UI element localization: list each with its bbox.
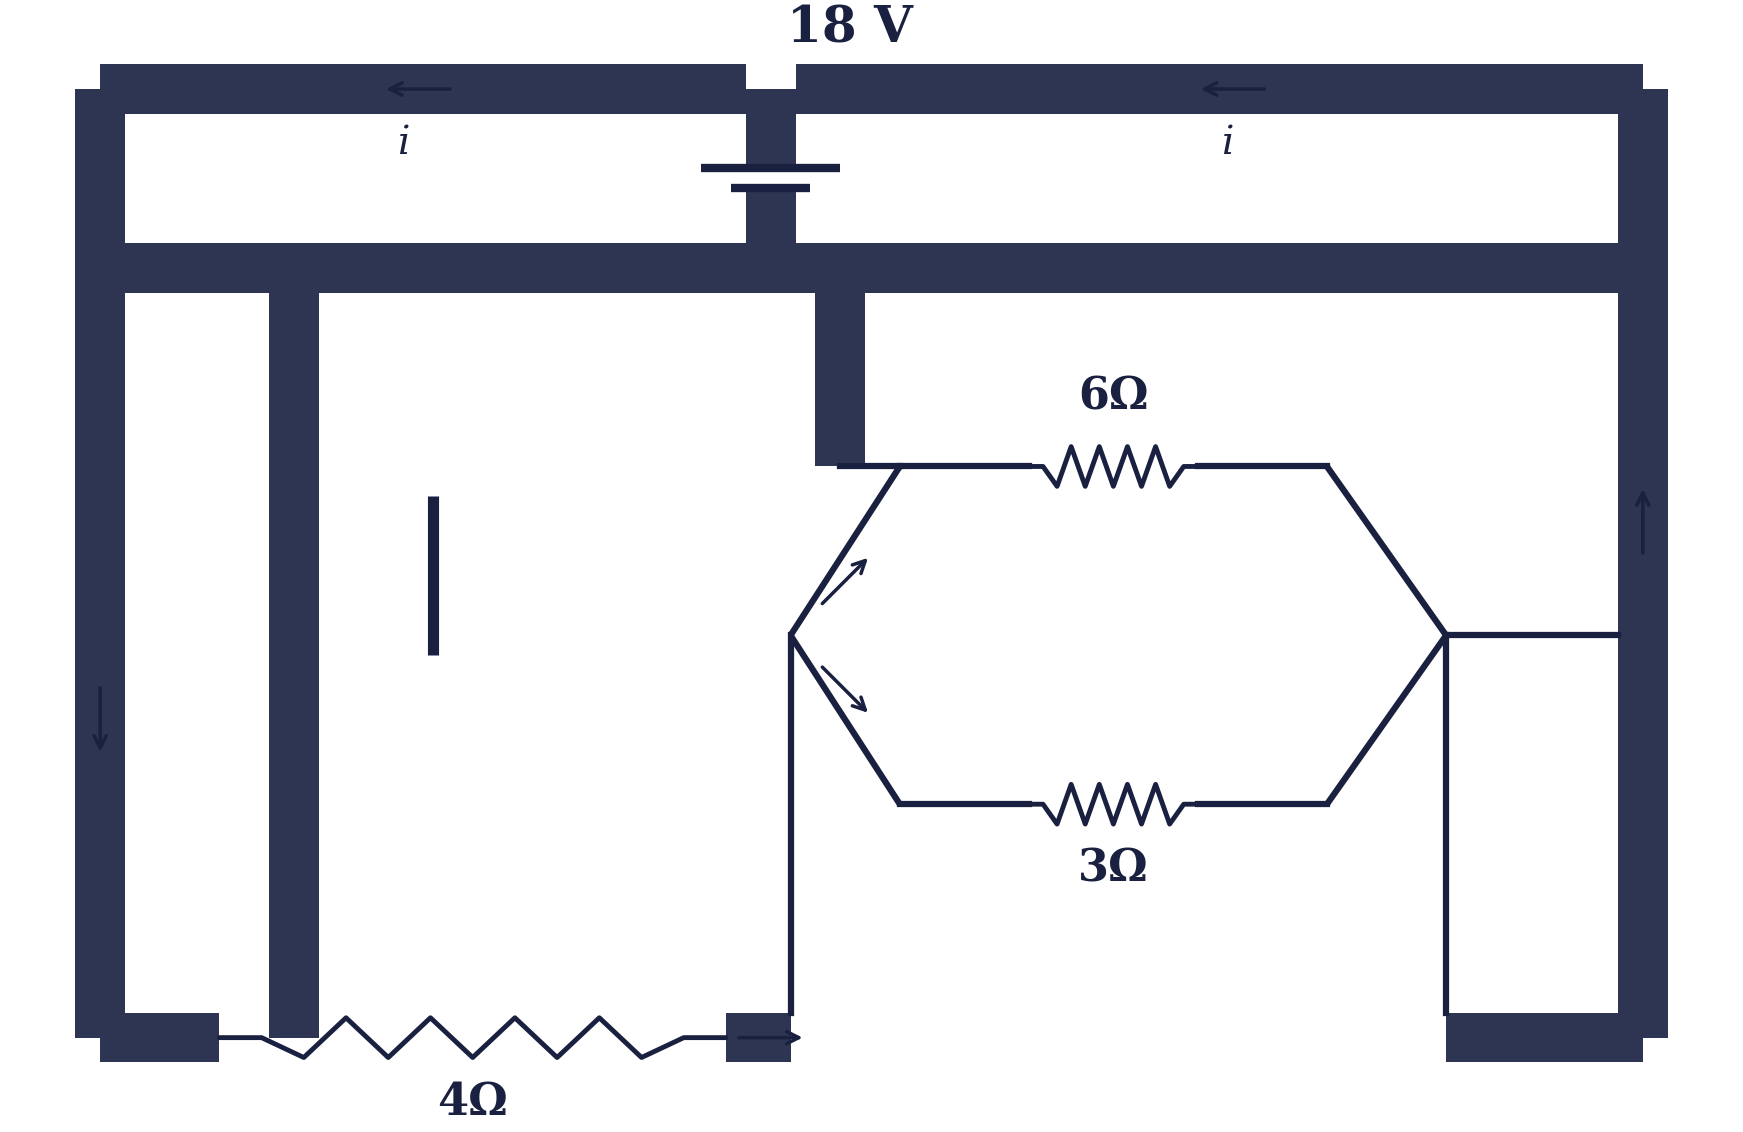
Text: i: i: [397, 126, 410, 162]
Bar: [746, 243, 840, 293]
Bar: [727, 1013, 791, 1063]
Text: i: i: [1222, 126, 1234, 162]
Text: 4Ω: 4Ω: [437, 1081, 507, 1124]
Bar: [795, 65, 1644, 114]
Bar: [746, 89, 795, 169]
Bar: [746, 188, 795, 268]
Bar: [816, 268, 865, 466]
Text: 18 V: 18 V: [788, 5, 913, 54]
Bar: [1447, 1013, 1644, 1063]
Text: 3Ω: 3Ω: [1079, 847, 1149, 890]
Bar: [99, 243, 295, 293]
Text: 6Ω: 6Ω: [1079, 376, 1149, 419]
Bar: [1618, 89, 1668, 1038]
Bar: [99, 1013, 220, 1063]
Bar: [295, 243, 840, 293]
Bar: [99, 65, 746, 114]
Bar: [795, 243, 1644, 293]
Bar: [75, 89, 125, 1038]
Bar: [268, 268, 319, 1038]
